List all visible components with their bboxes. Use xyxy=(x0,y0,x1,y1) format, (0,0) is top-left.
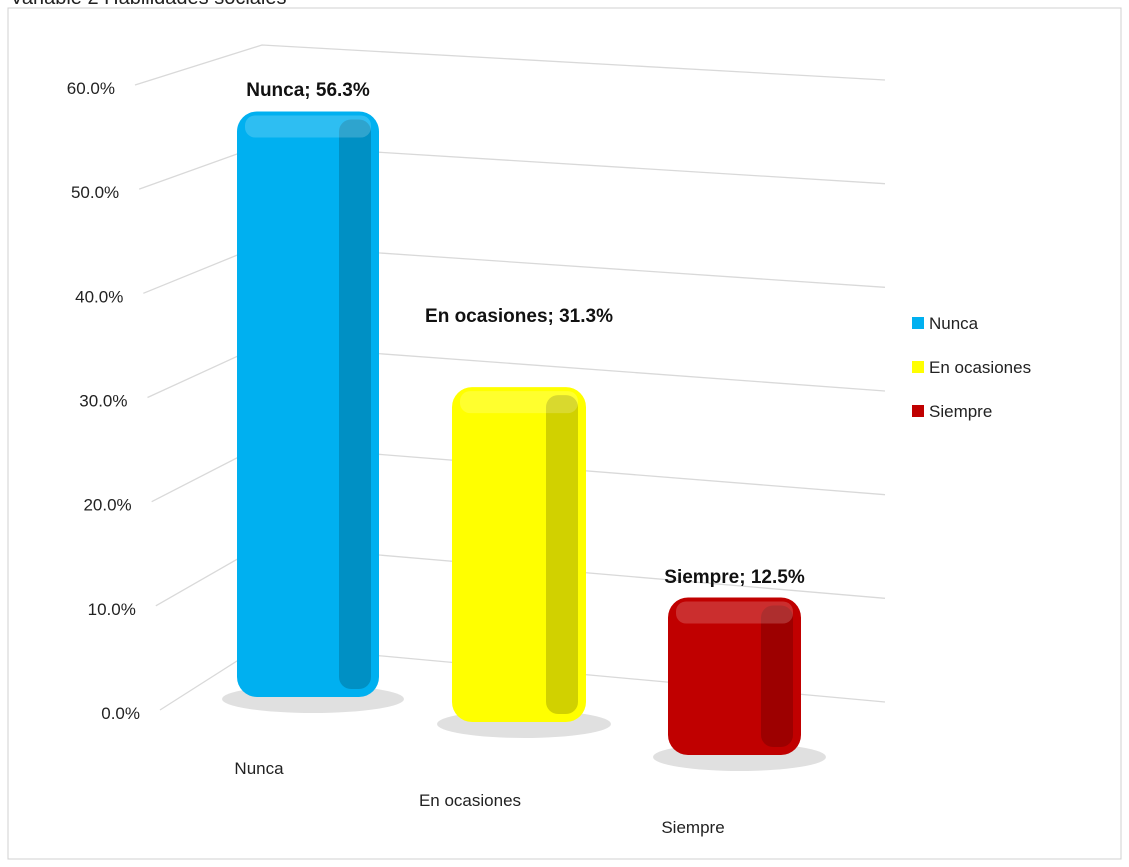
chart-frame xyxy=(7,7,1122,860)
data-label: Nunca; 56.3% xyxy=(246,80,370,102)
x-tick-label: En ocasiones xyxy=(419,791,521,810)
bar xyxy=(668,597,801,755)
y-tick-label: 20.0% xyxy=(83,496,131,515)
legend-swatch xyxy=(912,361,924,373)
bar-side xyxy=(761,605,793,747)
y-tick-label: 0.0% xyxy=(101,704,140,723)
data-label: En ocasiones; 31.3% xyxy=(425,306,613,328)
bar xyxy=(452,387,586,722)
bar-top xyxy=(245,115,371,138)
bar-top xyxy=(676,601,793,624)
data-label: Siempre; 12.5% xyxy=(664,566,805,588)
legend-label: Siempre xyxy=(929,402,992,421)
bar xyxy=(237,111,379,698)
legend-label: En ocasiones xyxy=(929,358,1031,377)
y-tick-label: 60.0% xyxy=(67,79,115,98)
y-tick-label: 40.0% xyxy=(75,287,123,306)
bar-side xyxy=(339,119,371,690)
y-tick-label: 50.0% xyxy=(71,183,119,202)
legend-swatch xyxy=(912,405,924,417)
grid-line xyxy=(134,44,886,86)
bar-top xyxy=(460,391,578,414)
legend-label: Nunca xyxy=(929,314,979,333)
y-tick-label: 30.0% xyxy=(79,392,127,411)
x-tick-label: Nunca xyxy=(234,759,284,778)
x-tick-label: Siempre xyxy=(661,818,724,837)
y-tick-label: 10.0% xyxy=(88,600,136,619)
chart-title: Variable 2 Habilidades sociales xyxy=(10,0,286,9)
bar-side xyxy=(546,395,578,714)
legend-swatch xyxy=(912,317,924,329)
